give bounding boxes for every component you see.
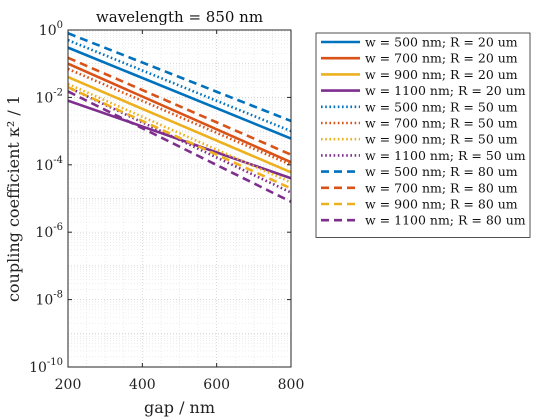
y-tick-label: 10-8 xyxy=(35,290,63,309)
legend-label: w = 1100 nm; R = 80 um xyxy=(365,213,526,228)
series-line-12 xyxy=(67,90,292,203)
legend-label: w = 700 nm; R = 80 um xyxy=(365,180,518,195)
x-tick-label: 400 xyxy=(129,377,156,393)
legend-label: w = 500 nm; R = 80 um xyxy=(365,164,518,179)
y-tick-label: 10-2 xyxy=(35,87,63,106)
axes-frame xyxy=(67,29,292,368)
ticks xyxy=(67,29,292,368)
legend-label: w = 1100 nm; R = 20 um xyxy=(365,83,526,98)
legend-label: w = 900 nm; R = 80 um xyxy=(365,197,518,212)
series-line-7 xyxy=(67,82,292,184)
series-line-2 xyxy=(67,62,292,164)
y-axis-title: coupling coefficient κ² / 1 xyxy=(4,95,23,302)
series-line-3 xyxy=(67,75,292,174)
y-tick-label: 10-6 xyxy=(35,222,63,241)
series-lines xyxy=(67,32,292,203)
x-axis-title: gap / nm xyxy=(144,398,215,417)
legend-label: w = 500 nm; R = 50 um xyxy=(365,99,518,114)
series-line-1 xyxy=(67,46,292,140)
chart-title: wavelength = 850 nm xyxy=(96,8,263,26)
y-tick-label: 10-4 xyxy=(35,155,63,174)
series-line-9 xyxy=(67,32,292,123)
y-tick-label: 100 xyxy=(39,20,63,39)
legend-label: w = 900 nm; R = 50 um xyxy=(365,132,518,147)
x-tick-label: 600 xyxy=(203,377,230,393)
legend-label: w = 700 nm; R = 50 um xyxy=(365,116,518,131)
series-line-6 xyxy=(67,67,292,166)
x-tick-label: 200 xyxy=(55,377,82,393)
legend-label: w = 1100 nm; R = 50 um xyxy=(365,148,526,163)
y-tick-label: 10-10 xyxy=(29,357,63,376)
x-tick-label: 800 xyxy=(278,377,305,393)
series-line-8 xyxy=(67,86,292,194)
legend-label: w = 700 nm; R = 20 um xyxy=(365,51,518,66)
series-line-11 xyxy=(67,86,292,190)
grid xyxy=(67,29,292,368)
legend: w = 500 nm; R = 20 umw = 700 nm; R = 20 … xyxy=(315,32,531,238)
legend-label: w = 900 nm; R = 20 um xyxy=(365,67,518,82)
legend-label: w = 500 nm; R = 20 um xyxy=(365,35,518,50)
tick-labels: 200 400 600 800 100 10-2 10-4 10-6 10-8 10-10 xyxy=(29,20,304,393)
series-line-10 xyxy=(67,56,292,156)
